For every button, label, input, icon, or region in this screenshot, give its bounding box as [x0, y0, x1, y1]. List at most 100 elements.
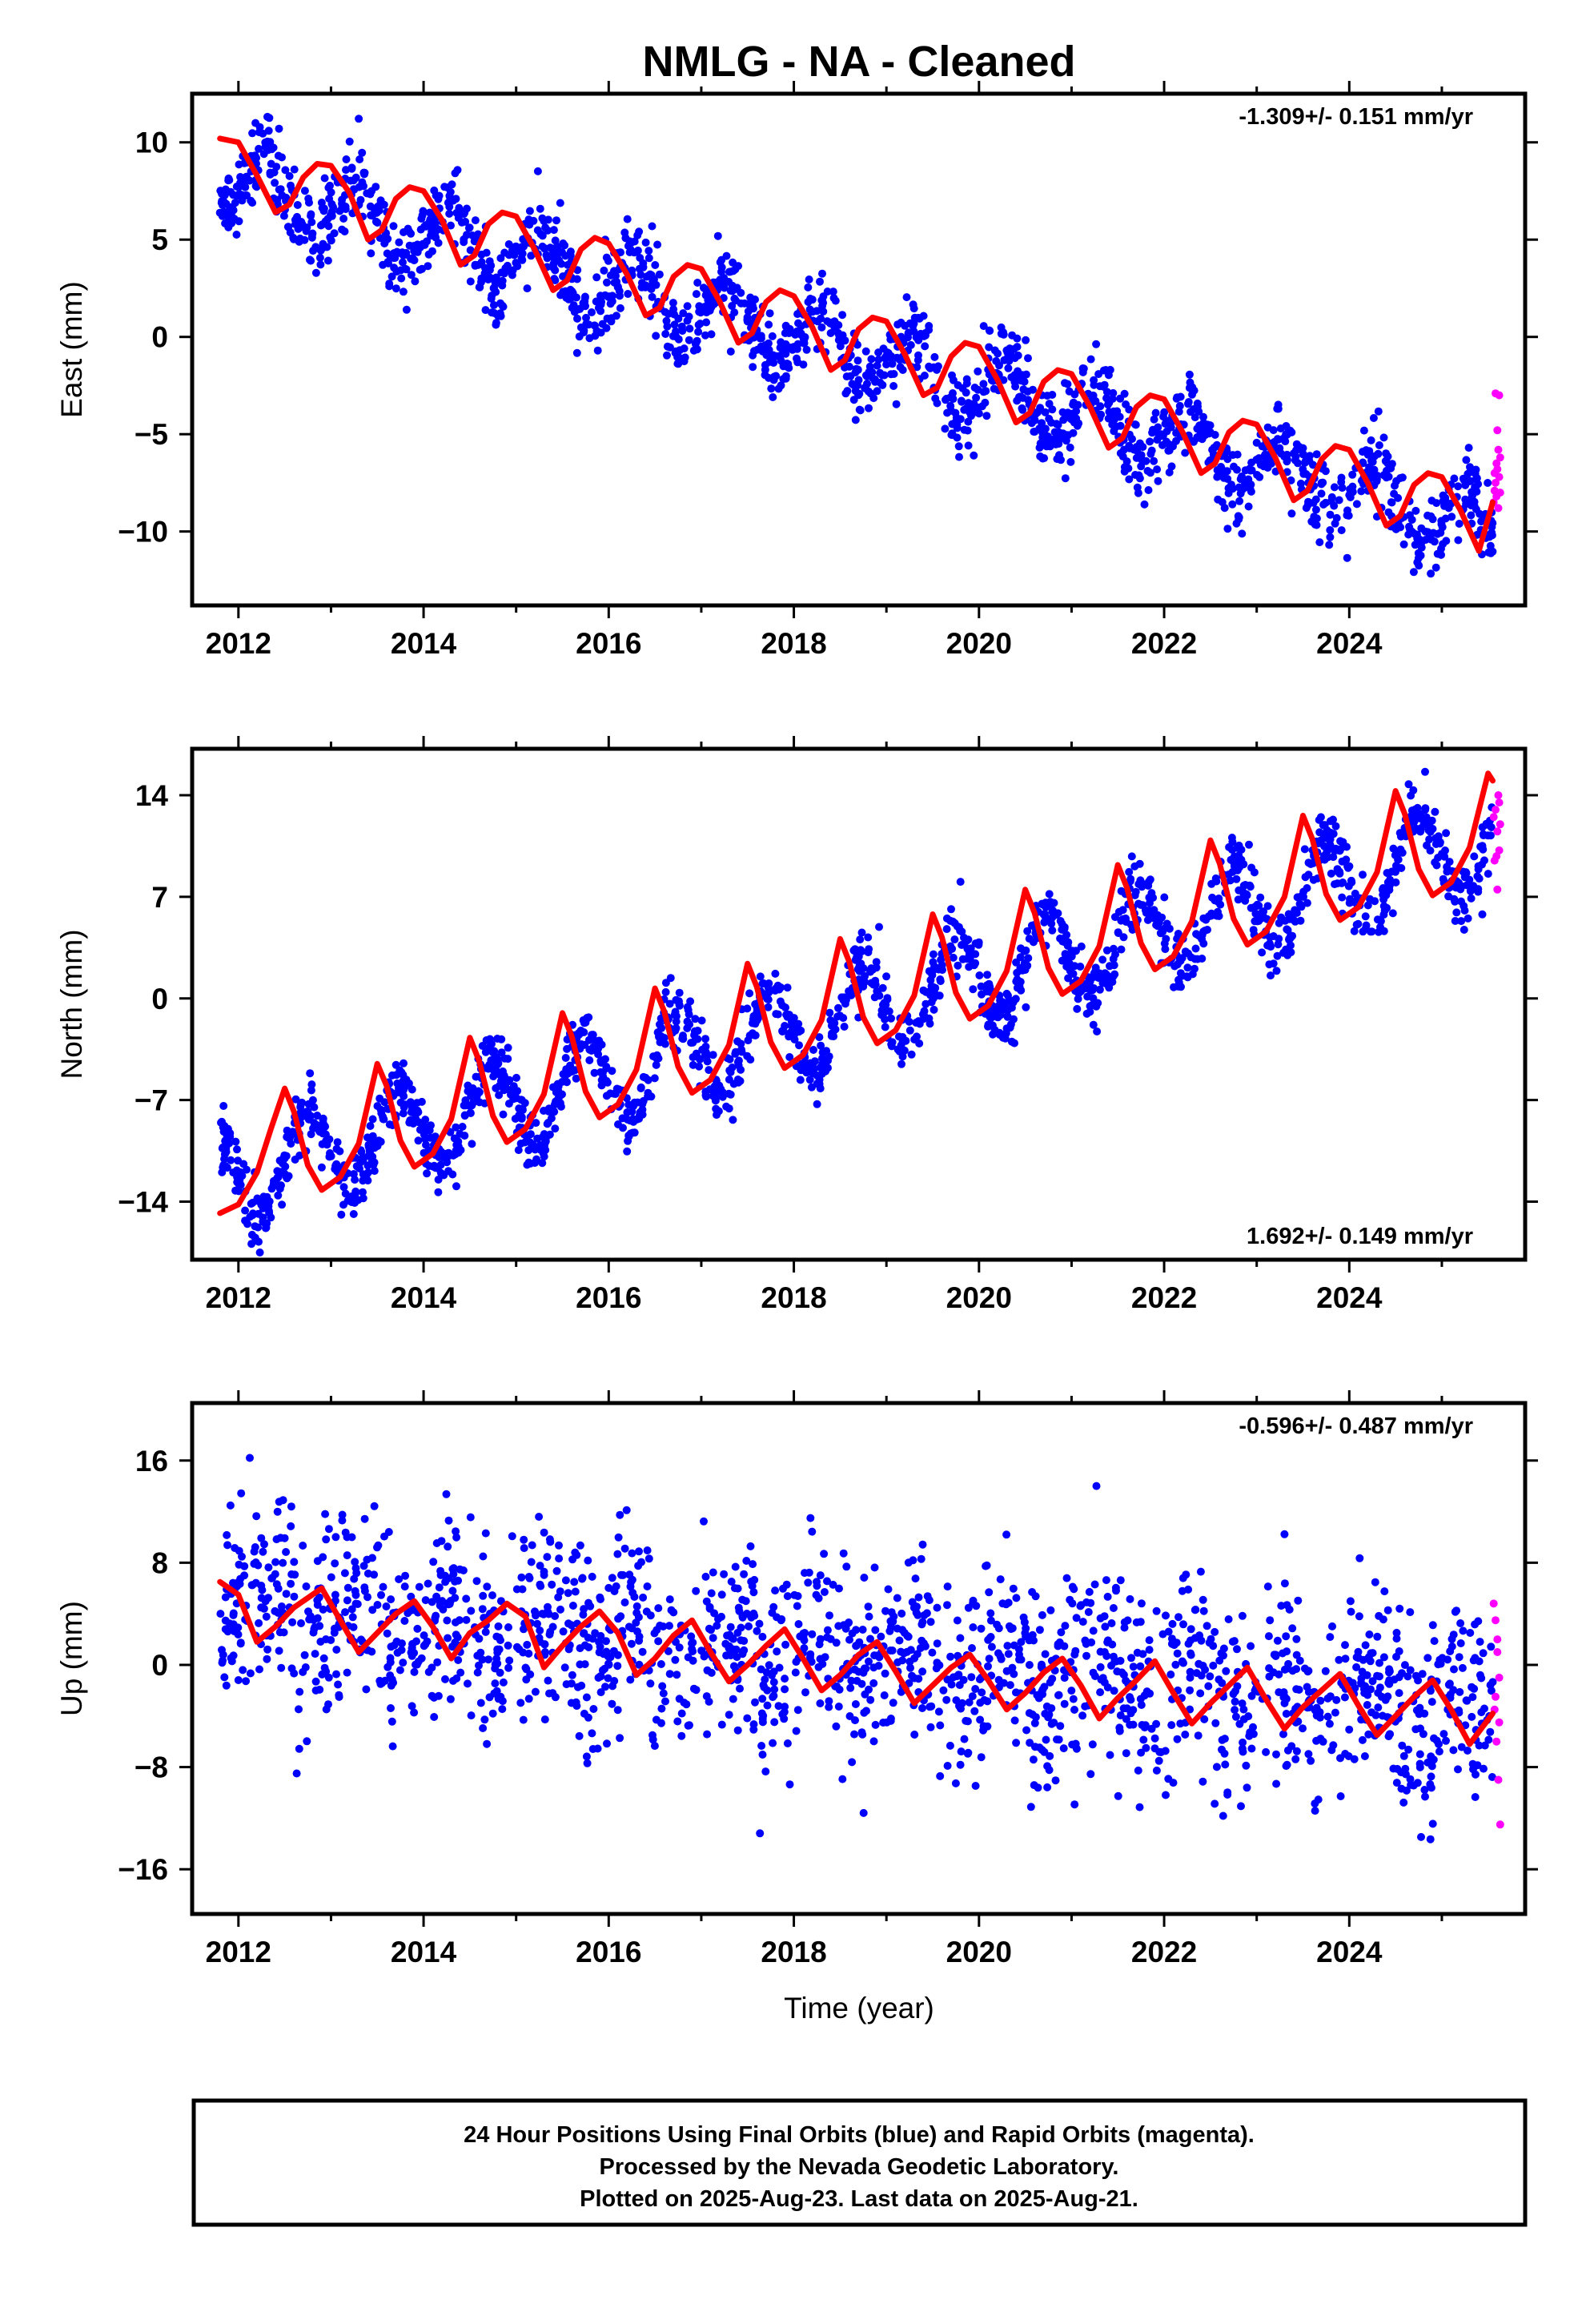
- data-point: [580, 297, 589, 306]
- north-y-axis-label: North (mm): [55, 929, 88, 1079]
- data-point: [983, 1722, 992, 1731]
- data-point: [223, 1164, 231, 1172]
- data-point: [968, 1644, 976, 1652]
- data-point: [417, 1654, 426, 1663]
- data-point: [956, 415, 965, 424]
- data-point: [800, 1644, 809, 1652]
- data-point: [1048, 1675, 1057, 1683]
- data-point: [1098, 955, 1107, 964]
- data-point: [520, 1099, 529, 1108]
- data-point: [1379, 902, 1388, 911]
- data-point: [701, 291, 710, 300]
- data-point: [504, 1055, 512, 1063]
- data-point: [1455, 520, 1464, 528]
- data-point: [1113, 407, 1122, 416]
- data-point: [684, 1721, 693, 1730]
- data-point: [701, 1035, 710, 1043]
- data-point: [1375, 1659, 1383, 1667]
- data-point: [1404, 780, 1413, 789]
- data-point: [606, 300, 615, 308]
- data-point: [878, 380, 887, 389]
- data-point: [643, 1546, 652, 1554]
- data-point: [264, 1563, 273, 1572]
- data-point: [1472, 505, 1480, 513]
- data-point: [428, 1598, 436, 1606]
- data-point: [842, 1562, 851, 1571]
- data-point: [383, 249, 391, 258]
- data-point: [714, 1614, 722, 1623]
- data-point: [298, 1098, 307, 1107]
- data-point: [255, 1237, 263, 1246]
- data-point: [1041, 1650, 1050, 1659]
- data-point: [1287, 509, 1296, 518]
- data-point: [504, 1623, 512, 1631]
- data-point: [351, 1586, 359, 1595]
- data-point: [1387, 460, 1396, 468]
- data-point: [1487, 823, 1496, 831]
- data-point: [1456, 1687, 1464, 1696]
- data-point: [669, 299, 677, 308]
- east-panel: 2012 2014 2016 2018 2020 2022 20241050−5−10Eas…: [55, 81, 1538, 660]
- data-point: [1351, 889, 1359, 898]
- data-point: [1154, 919, 1163, 927]
- data-point: [626, 1675, 635, 1684]
- data-point: [970, 1707, 979, 1715]
- data-point: [709, 1092, 717, 1100]
- data-point: [436, 1160, 445, 1169]
- data-point: [1299, 469, 1308, 478]
- data-point: [1247, 1744, 1256, 1753]
- data-point: [533, 167, 542, 175]
- data-point: [1382, 449, 1391, 458]
- data-point: [1087, 983, 1096, 992]
- data-point: [1327, 817, 1335, 826]
- data-point: [956, 878, 965, 887]
- data-point: [492, 320, 500, 329]
- data-point: [977, 1753, 986, 1762]
- data-point: [469, 1098, 478, 1107]
- data-point: [1350, 927, 1359, 935]
- data-point: [637, 283, 646, 292]
- data-point: [904, 329, 913, 338]
- data-point: [977, 982, 986, 991]
- data-point: [255, 144, 263, 153]
- data-point: [934, 362, 942, 371]
- data-point: [1395, 1689, 1403, 1698]
- data-point: [616, 248, 624, 257]
- data-point: [1457, 897, 1465, 906]
- data-point: [967, 412, 975, 420]
- data-point: [652, 280, 661, 289]
- data-point: [584, 1598, 592, 1607]
- data-point: [561, 1576, 570, 1585]
- data-point: [1464, 914, 1472, 923]
- data-point: [1469, 1765, 1477, 1774]
- data-point: [1425, 820, 1434, 829]
- data-point: [794, 1019, 803, 1028]
- y-tick-label: 7: [151, 881, 168, 914]
- data-point: [1235, 886, 1243, 895]
- data-point: [771, 1586, 780, 1595]
- data-point: [1089, 1626, 1098, 1635]
- data-point: [435, 1583, 444, 1592]
- data-point: [1025, 935, 1034, 943]
- data-point: [841, 995, 850, 1004]
- data-point: [1343, 553, 1351, 562]
- data-point: [1149, 914, 1158, 923]
- data-point: [676, 346, 685, 355]
- data-point: [964, 417, 973, 426]
- data-point: [846, 1683, 855, 1692]
- data-point: [391, 284, 400, 293]
- data-point: [1367, 436, 1375, 444]
- data-point: [709, 1051, 717, 1059]
- data-point: [673, 360, 682, 368]
- data-point: [596, 1688, 605, 1697]
- data-point: [985, 1655, 994, 1663]
- data-point: [1050, 899, 1058, 907]
- data-point: [383, 1629, 391, 1638]
- data-point: [1255, 472, 1264, 481]
- data-point: [1451, 917, 1460, 925]
- data-point: [475, 1634, 484, 1643]
- data-point: [812, 1590, 821, 1599]
- data-point: [673, 1671, 681, 1679]
- data-point: [1216, 900, 1225, 909]
- data-point: [1235, 497, 1244, 505]
